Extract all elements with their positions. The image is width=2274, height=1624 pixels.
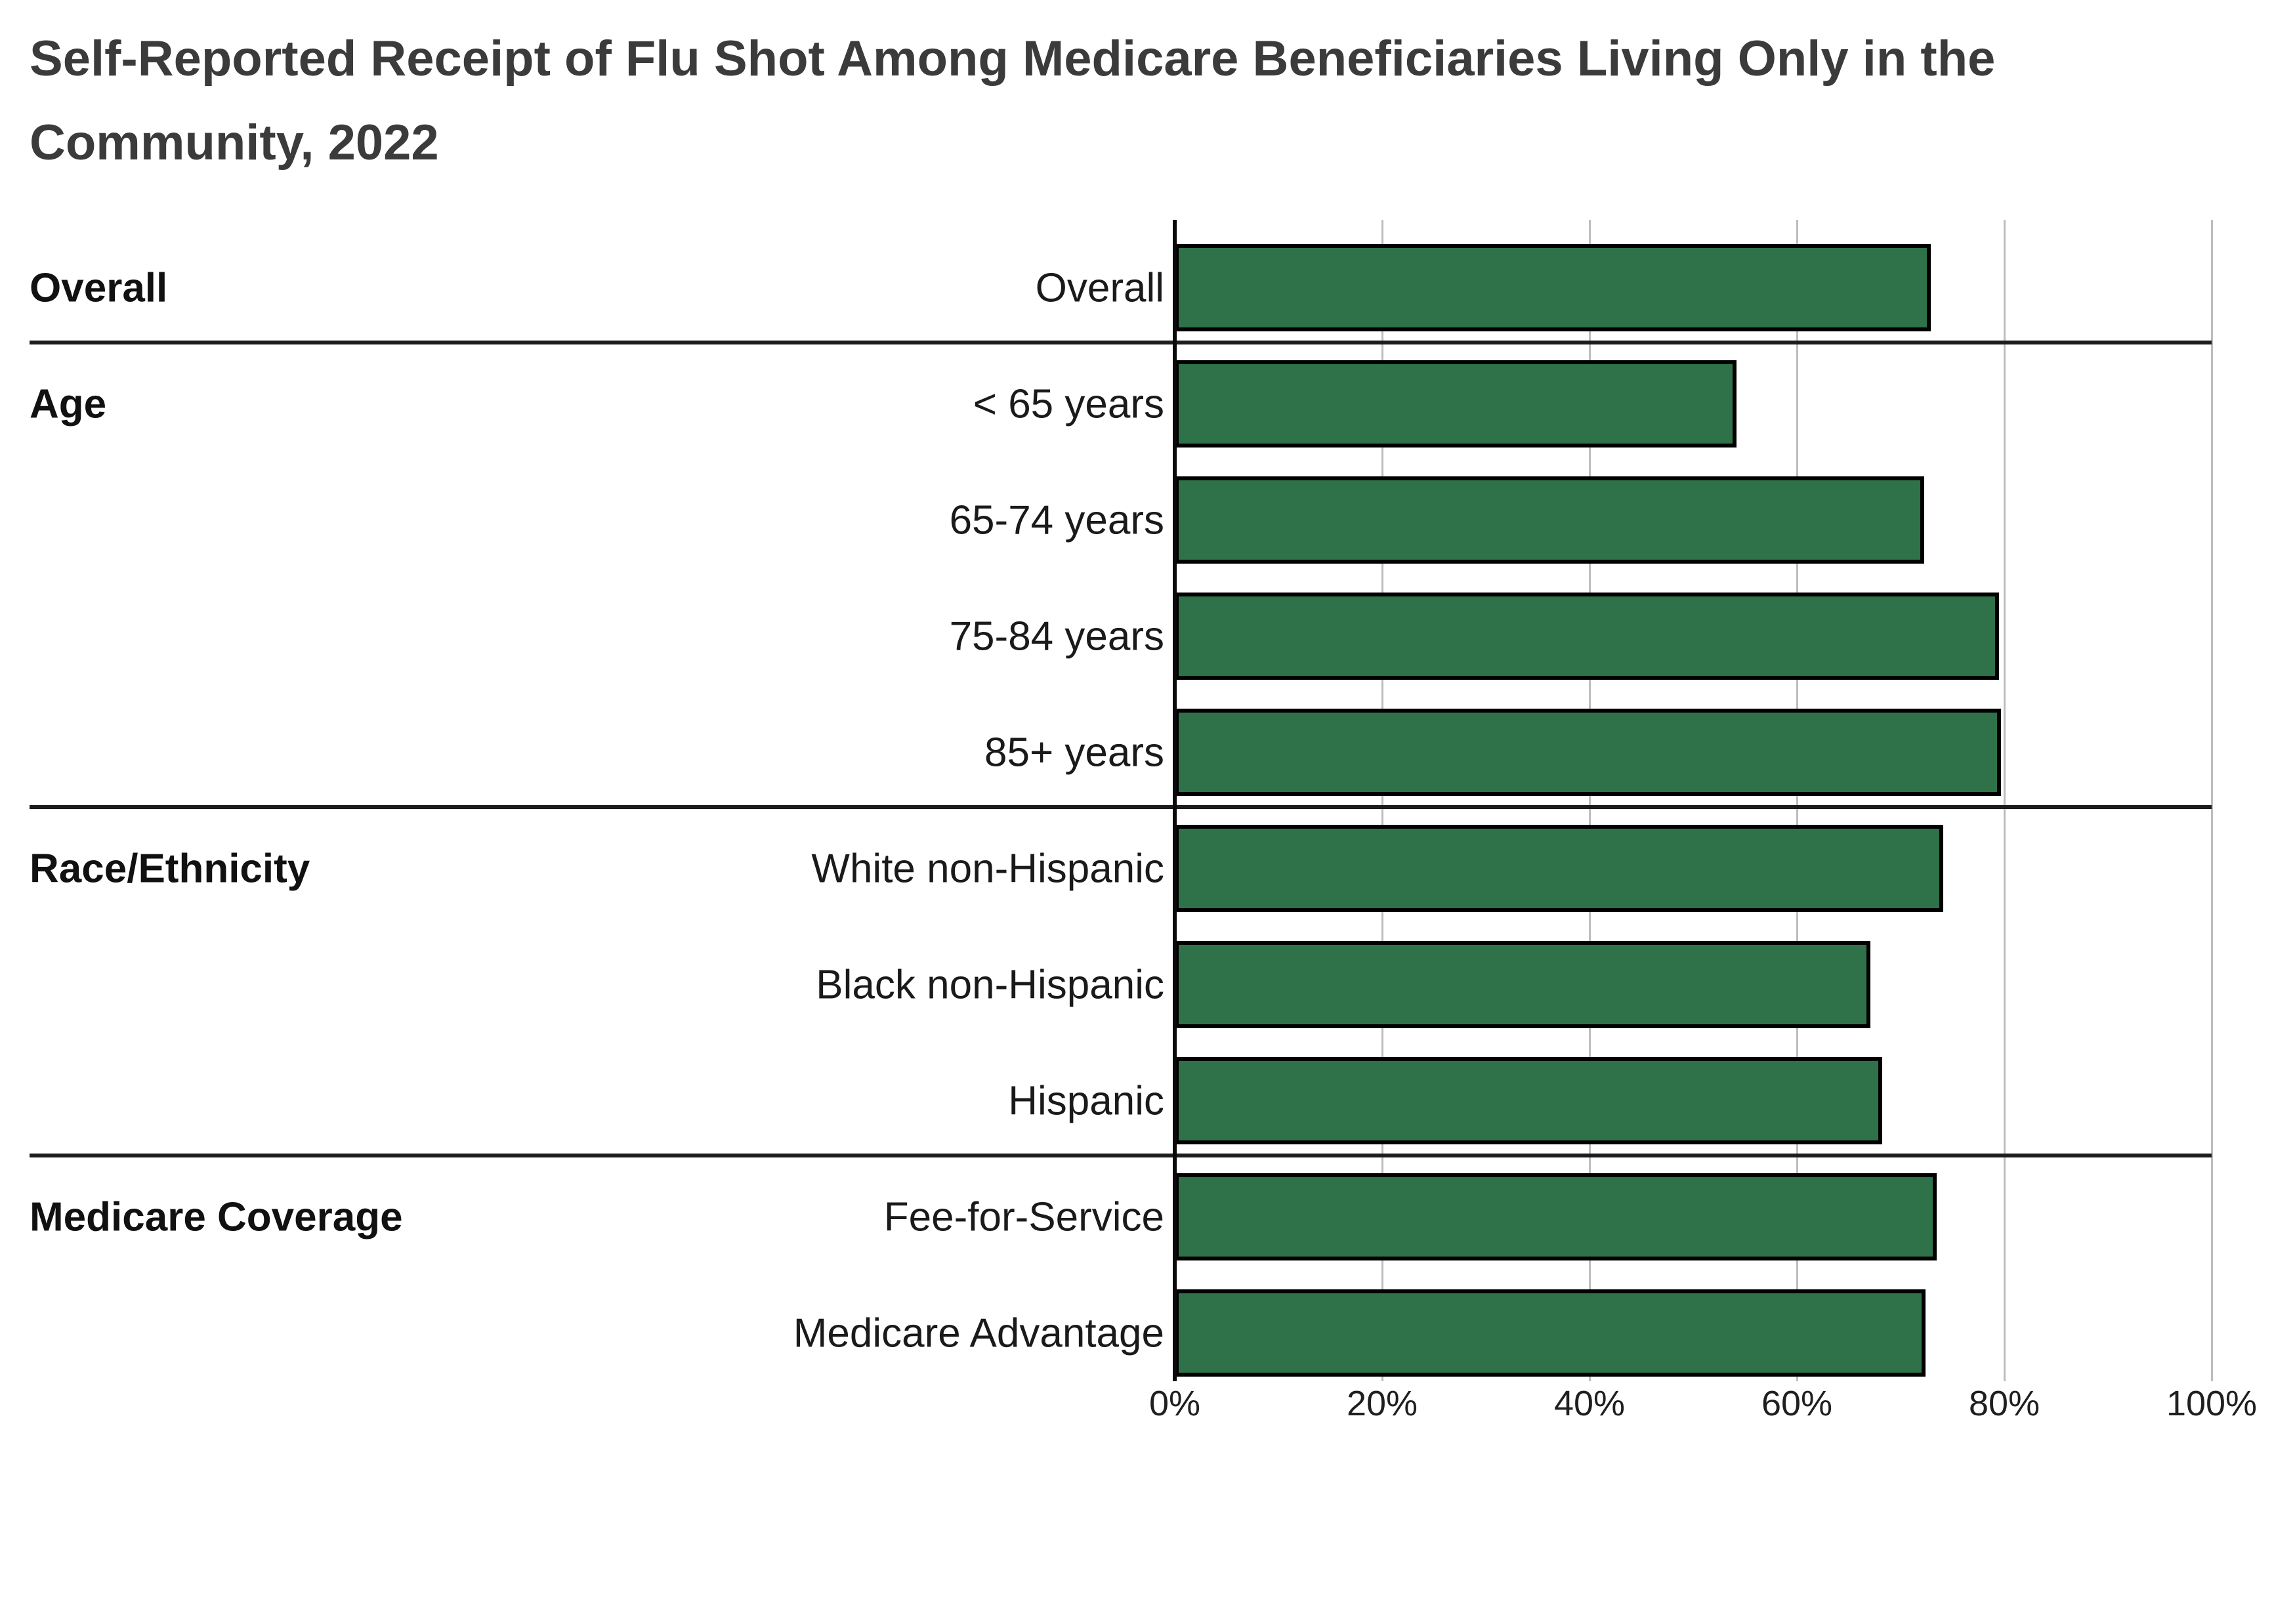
row-label-hispanic: Hispanic [1008,1078,1164,1123]
bar-black-non-hispanic [1175,941,1870,1028]
bar-medicare-advantage [1175,1289,1926,1377]
row-label-overall: Overall [1035,265,1164,310]
bar-65-74-years [1175,476,1924,564]
group-separator-after-overall [30,341,2212,344]
x-tick-label-100: 100% [2166,1384,2258,1423]
x-tick-label-60: 60% [1761,1384,1833,1423]
row-label-white-non-hispanic: White non-Hispanic [811,846,1164,891]
bar-fee-for-service [1175,1173,1937,1260]
row-label-65-74-years: 65-74 years [949,497,1164,543]
row-label-75-84-years: 75-84 years [949,614,1164,659]
gridline-60 [1796,220,1798,1381]
gridline-80 [2003,220,2006,1381]
group-label-medicare-coverage: Medicare Coverage [30,1194,403,1239]
group-label-race-ethnicity: Race/Ethnicity [30,846,310,891]
row-label-medicare-advantage: Medicare Advantage [793,1310,1164,1356]
gridline-100 [2210,220,2213,1381]
x-tick-label-0: 0% [1148,1384,1201,1423]
gridline-40 [1588,220,1591,1381]
x-tick-label-80: 80% [1968,1384,2040,1423]
row-label-black-non-hispanic: Black non-Hispanic [816,962,1164,1007]
group-separator-after-age [30,805,2212,809]
gridline-20 [1381,220,1383,1381]
group-label-age: Age [30,381,107,427]
chart-title: Self-Reported Receipt of Flu Shot Among … [30,31,1996,171]
x-tick-label-20: 20% [1346,1384,1418,1423]
bar-65-years [1175,360,1737,448]
row-label-fee-for-service: Fee-for-Service [883,1194,1164,1239]
row-label-85-years: 85+ years [984,730,1164,775]
bar-75-84-years [1175,593,1999,680]
bar-overall [1175,244,1931,331]
bar-hispanic [1175,1057,1882,1144]
group-label-overall: Overall [30,265,168,310]
x-tick-label-40: 40% [1553,1384,1626,1423]
y-axis-line [1173,220,1177,1381]
bar-85-years [1175,709,2001,796]
group-separator-after-race-ethnicity [30,1154,2212,1157]
row-label-65-years: < 65 years [973,381,1164,427]
bar-white-non-hispanic [1175,825,1943,912]
